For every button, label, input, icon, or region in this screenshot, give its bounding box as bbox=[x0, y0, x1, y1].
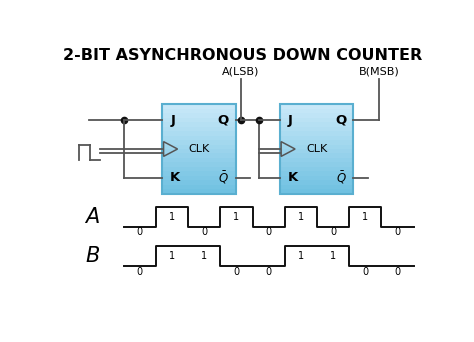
Text: 0: 0 bbox=[265, 227, 272, 237]
Bar bbox=[280, 122, 353, 127]
Text: CLK: CLK bbox=[306, 144, 328, 154]
Bar bbox=[280, 158, 353, 162]
Text: 1: 1 bbox=[169, 212, 175, 222]
Bar bbox=[280, 109, 353, 113]
Text: Q: Q bbox=[218, 114, 229, 127]
Bar bbox=[280, 189, 353, 194]
Text: 0: 0 bbox=[394, 227, 401, 237]
Bar bbox=[280, 104, 353, 109]
Bar bbox=[280, 162, 353, 167]
Bar bbox=[162, 171, 236, 176]
Bar bbox=[162, 145, 236, 149]
Text: Q: Q bbox=[335, 114, 346, 127]
Bar bbox=[280, 131, 353, 135]
Bar bbox=[280, 167, 353, 171]
Text: J: J bbox=[170, 114, 175, 127]
Bar bbox=[280, 118, 353, 122]
Text: 0: 0 bbox=[330, 227, 336, 237]
Bar bbox=[162, 104, 236, 109]
Bar bbox=[280, 127, 353, 131]
Text: 0: 0 bbox=[137, 267, 143, 277]
Bar bbox=[162, 162, 236, 167]
Bar bbox=[162, 113, 236, 118]
Bar bbox=[280, 149, 353, 154]
Text: A: A bbox=[85, 207, 100, 227]
Text: A(LSB): A(LSB) bbox=[222, 67, 260, 77]
Text: 0: 0 bbox=[233, 267, 239, 277]
Bar bbox=[280, 171, 353, 176]
Text: B: B bbox=[85, 246, 100, 266]
Bar bbox=[162, 109, 236, 113]
Text: K: K bbox=[170, 171, 181, 184]
Bar bbox=[280, 113, 353, 118]
Text: 1: 1 bbox=[233, 212, 239, 222]
Bar bbox=[162, 185, 236, 189]
Bar bbox=[162, 131, 236, 135]
Text: K: K bbox=[288, 171, 298, 184]
Bar bbox=[162, 167, 236, 171]
Bar bbox=[162, 176, 236, 180]
Text: 1: 1 bbox=[298, 212, 304, 222]
Text: 1: 1 bbox=[201, 251, 207, 261]
Text: 0: 0 bbox=[201, 227, 207, 237]
Bar bbox=[280, 135, 353, 140]
Bar bbox=[280, 145, 353, 149]
Bar bbox=[280, 104, 353, 194]
Text: 0: 0 bbox=[137, 227, 143, 237]
Text: 0: 0 bbox=[394, 267, 401, 277]
Text: 1: 1 bbox=[362, 212, 368, 222]
Text: 0: 0 bbox=[362, 267, 368, 277]
Bar bbox=[162, 189, 236, 194]
Bar bbox=[280, 140, 353, 145]
Bar bbox=[280, 180, 353, 185]
Bar bbox=[162, 149, 236, 154]
Bar bbox=[280, 176, 353, 180]
Text: 1: 1 bbox=[330, 251, 336, 261]
Bar bbox=[162, 180, 236, 185]
Text: J: J bbox=[288, 114, 292, 127]
Text: B(MSB): B(MSB) bbox=[358, 67, 399, 77]
Text: $\bar{Q}$: $\bar{Q}$ bbox=[336, 169, 346, 186]
Bar bbox=[162, 127, 236, 131]
Bar bbox=[162, 118, 236, 122]
Text: 0: 0 bbox=[265, 267, 272, 277]
Bar bbox=[162, 104, 236, 194]
Text: CLK: CLK bbox=[189, 144, 210, 154]
Bar bbox=[162, 140, 236, 145]
Bar bbox=[162, 122, 236, 127]
Bar bbox=[162, 135, 236, 140]
Text: $\bar{Q}$: $\bar{Q}$ bbox=[218, 169, 229, 186]
Bar bbox=[162, 158, 236, 162]
Bar bbox=[280, 185, 353, 189]
Bar bbox=[280, 154, 353, 158]
Bar bbox=[162, 154, 236, 158]
Text: 1: 1 bbox=[298, 251, 304, 261]
Text: 1: 1 bbox=[169, 251, 175, 261]
Text: 2-BIT ASYNCHRONOUS DOWN COUNTER: 2-BIT ASYNCHRONOUS DOWN COUNTER bbox=[64, 48, 422, 63]
